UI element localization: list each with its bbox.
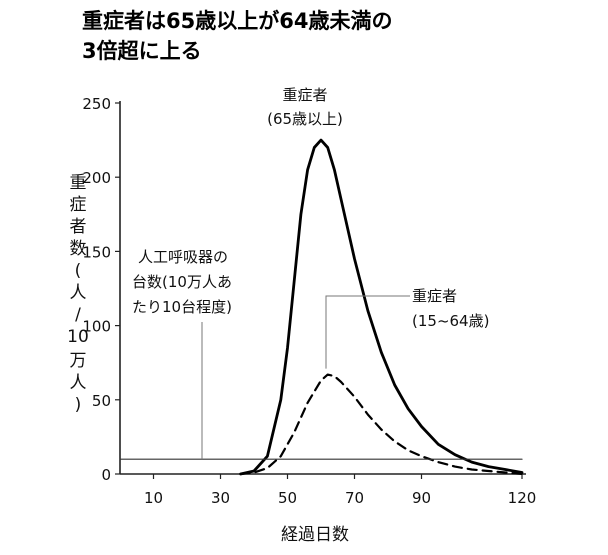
chart-title-line-2: 3倍超に上る bbox=[82, 39, 202, 63]
x-axis-label: 経過日数 bbox=[281, 525, 349, 545]
x-tick-label: 50 bbox=[278, 489, 297, 507]
y-axis-label-char: 症 bbox=[70, 195, 87, 215]
y-axis-label-char: 者 bbox=[70, 217, 87, 237]
y-axis-label-char: 10 bbox=[67, 327, 89, 347]
y-axis-label-char: 万 bbox=[70, 351, 87, 371]
annotation-ventilator-line-1: 人工呼吸器の bbox=[138, 248, 228, 266]
annotation-ventilator-line-3: たり10台程度) bbox=[132, 298, 232, 316]
y-axis-label-char: 重 bbox=[70, 173, 87, 193]
y-axis-label-char: 人 bbox=[70, 283, 87, 303]
y-axis-label-char: 数 bbox=[70, 239, 87, 259]
y-tick-label: 250 bbox=[82, 95, 111, 113]
x-tick-label: 120 bbox=[508, 489, 537, 507]
y-tick-label: 0 bbox=[101, 466, 111, 484]
y-tick-label: 50 bbox=[92, 392, 111, 410]
annotation-ventilator-line-2: 台数(10万人あ bbox=[132, 273, 232, 291]
x-tick-label: 70 bbox=[345, 489, 364, 507]
x-tick-label: 10 bbox=[144, 489, 163, 507]
x-tick-label: 90 bbox=[412, 489, 431, 507]
annotation-65plus-line-1: 重症者 bbox=[282, 86, 327, 104]
chart-title-line-1: 重症者は65歳以上が64歳未満の bbox=[82, 9, 393, 33]
annotation-15to64-line-2: (15~64歳) bbox=[412, 312, 489, 330]
y-axis-label-char: ) bbox=[75, 395, 82, 415]
annotation-65plus-line-2: (65歳以上) bbox=[267, 110, 343, 128]
series-line-1 bbox=[239, 373, 524, 476]
x-tick-label: 30 bbox=[211, 489, 230, 507]
annotation-15to64-leader bbox=[325, 295, 410, 369]
y-tick-label: 200 bbox=[82, 169, 111, 187]
y-axis-label-char: / bbox=[75, 305, 81, 325]
series-line-0 bbox=[239, 138, 524, 476]
y-axis-label-char: 人 bbox=[70, 373, 87, 393]
chart-title: 重症者は65歳以上が64歳未満の 3倍超に上る bbox=[82, 6, 392, 66]
annotation-15to64-line-1: 重症者 bbox=[412, 287, 457, 305]
y-tick-label: 100 bbox=[82, 318, 111, 336]
y-tick-label: 150 bbox=[82, 243, 111, 261]
y-axis-label-char: ( bbox=[75, 261, 82, 281]
